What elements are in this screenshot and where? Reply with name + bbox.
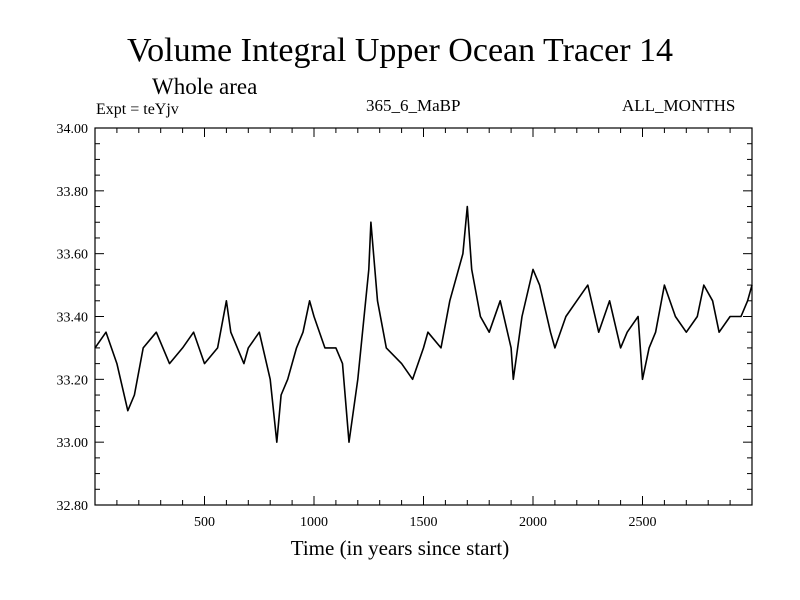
x-axis-tick-labels: 500 1000 1500 2000 2500 [194,515,657,530]
run-label: 365_6_MaBP [366,96,461,115]
period-label: ALL_MONTHS [622,96,736,115]
x-tick-label: 1500 [410,515,438,530]
y-tick-label: 34.00 [57,122,89,137]
y-tick-label: 33.40 [57,311,89,326]
series-line-upper-ocean-tracer-14 [94,205,753,443]
x-axis-label: Time (in years since start) [290,536,510,560]
chart-subtitle: Whole area [152,74,258,99]
y-tick-label: 33.20 [57,373,89,388]
chart-title: Volume Integral Upper Ocean Tracer 14 [126,32,674,69]
x-tick-label: 1000 [300,515,328,530]
x-tick-label: 500 [194,515,215,530]
y-axis-tick-labels: 32.80 33.00 33.20 33.40 33.60 33.80 34.00 [57,122,89,514]
y-tick-label: 33.60 [57,248,89,263]
axis-ticks [95,128,752,505]
x-tick-label: 2000 [519,515,547,530]
y-tick-label: 33.80 [57,185,89,200]
experiment-label: Expt = teYjv [96,101,179,118]
y-tick-label: 33.00 [57,436,89,451]
plot-area [94,127,753,506]
x-tick-label: 2500 [629,515,657,530]
y-tick-label: 32.80 [57,499,89,514]
